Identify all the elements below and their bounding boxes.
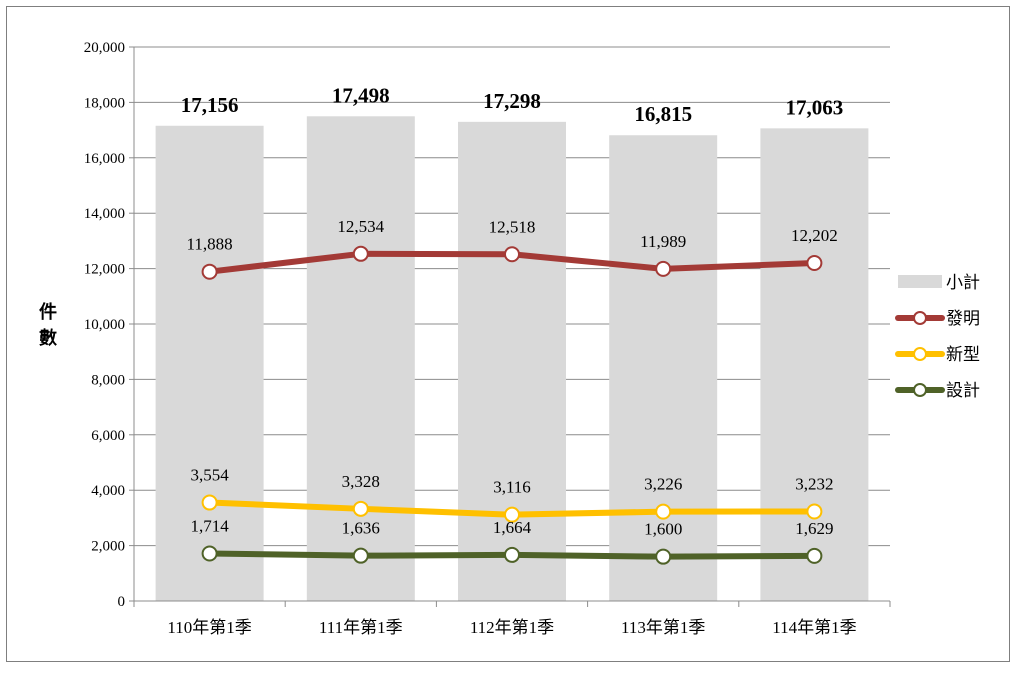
point-data-label: 3,116: [493, 478, 531, 497]
bar-subtotal: [306, 116, 415, 602]
series-point: [655, 260, 672, 277]
bar-data-label: 17,063: [786, 95, 844, 119]
point-data-label: 12,518: [489, 217, 536, 236]
legend-label: 設計: [946, 381, 980, 401]
legend-swatch-marker: [913, 311, 927, 325]
series-point: [201, 263, 218, 280]
series-point: [352, 500, 369, 517]
bar-subtotal: [760, 128, 869, 601]
point-data-label: 1,629: [795, 519, 833, 538]
bar-subtotal: [609, 135, 718, 602]
legend-label: 小計: [946, 273, 980, 293]
line-series: [201, 245, 823, 565]
series-point: [352, 547, 369, 564]
bar-data-label: 17,156: [181, 93, 239, 117]
point-data-label: 12,202: [791, 226, 838, 245]
series-point: [201, 545, 218, 562]
point-data-label: 1,636: [342, 519, 380, 538]
bar-data-label: 16,815: [634, 102, 692, 126]
y-tick-label: 8,000: [91, 372, 125, 388]
point-data-label: 11,888: [187, 235, 233, 254]
y-tick-label: 10,000: [84, 317, 125, 333]
legend-label: 新型: [946, 345, 980, 365]
legend-swatch-subtotal: [898, 275, 942, 288]
point-data-label: 11,989: [640, 232, 686, 251]
legend-swatch-marker: [913, 383, 927, 397]
point-data-label: 3,232: [795, 474, 833, 493]
series-point: [352, 245, 369, 262]
series-point: [504, 246, 520, 263]
y-tick-label: 0: [118, 594, 126, 610]
series-point: [655, 548, 672, 565]
x-tick-label: 111年第1季: [319, 618, 403, 637]
y-tick-label: 14,000: [84, 206, 125, 222]
point-data-label: 1,714: [190, 517, 229, 536]
point-data-label: 12,534: [337, 217, 384, 236]
x-tick-label: 110年第1季: [167, 618, 251, 637]
x-tick-label: 113年第1季: [621, 618, 705, 637]
y-tick-label: 20,000: [84, 40, 125, 56]
y-tick-label: 2,000: [91, 539, 125, 555]
y-tick-label: 6,000: [91, 428, 125, 444]
series-point: [806, 255, 823, 272]
y-tick-label: 4,000: [91, 483, 125, 499]
y-tick-label: 16,000: [84, 151, 125, 167]
legend-swatch-marker: [913, 347, 927, 361]
x-axis: 110年第1季 111年第1季 112年第1季 113年第1季 114年第1季: [133, 600, 891, 637]
y-tick-label: 18,000: [84, 95, 125, 111]
series-point: [201, 494, 218, 511]
legend-label: 發明: [946, 309, 980, 329]
series-point: [655, 503, 672, 520]
point-data-label: 3,554: [190, 466, 229, 485]
series-point: [504, 546, 520, 563]
bar-data-label: 17,298: [483, 89, 541, 113]
x-tick-label: 114年第1季: [772, 618, 856, 637]
series-point: [806, 547, 823, 564]
series-point: [806, 503, 823, 520]
point-data-label: 3,328: [342, 472, 380, 491]
point-data-label: 1,664: [493, 518, 532, 537]
y-axis: 0 2,000 4,000 6,000 8,000 10,000 12,000 14,000 1…: [84, 40, 135, 610]
series-point: [504, 506, 520, 523]
point-data-label: 3,226: [644, 475, 682, 494]
bar-series-subtotal: [155, 116, 869, 602]
data-labels: 11,888 12,534 12,518 11,989 12,202 3,554 3,328…: [181, 83, 844, 538]
bar-data-label: 17,498: [332, 83, 390, 107]
point-data-label: 1,600: [644, 520, 682, 539]
x-tick-label: 112年第1季: [470, 618, 554, 637]
bar-subtotal: [155, 125, 264, 601]
y-tick-label: 12,000: [84, 262, 125, 278]
y-axis-label: 件數: [39, 301, 57, 349]
